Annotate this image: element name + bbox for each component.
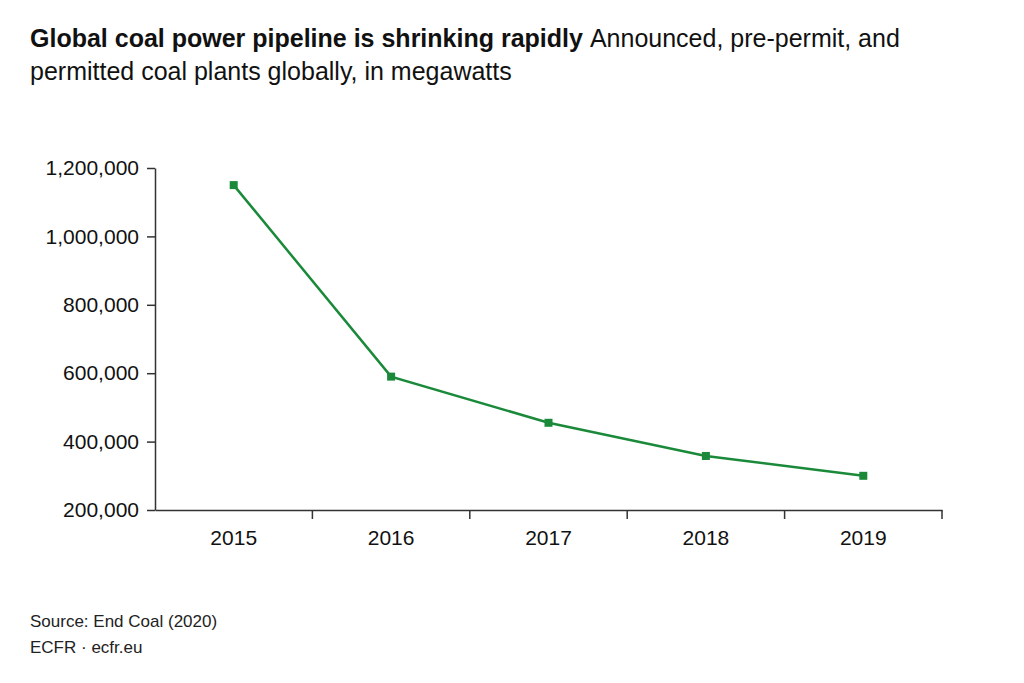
category-separator (312, 510, 314, 519)
x-tick: 2019 (840, 526, 887, 549)
chart: Global coal power pipeline is shrinking … (0, 0, 1024, 683)
category-separator (469, 510, 471, 519)
marker (230, 181, 238, 189)
category-separator (784, 510, 786, 519)
y-tick: 1,000,000 (46, 225, 155, 248)
y-axis: 200,000 400,000 600,000 800,000 1,000,000 1,2… (46, 156, 156, 521)
title: Global coal power pipeline is shrinking … (30, 24, 583, 52)
x-tick: 2015 (210, 526, 257, 549)
source: Source: End Coal (2020) (30, 612, 217, 631)
x-tick: 2018 (683, 526, 730, 549)
x-tick-label: 2016 (368, 526, 415, 549)
y-tick-label: 600,000 (63, 361, 139, 384)
y-axis-line (155, 169, 157, 511)
credit: ECFR · ecfr.eu (30, 638, 142, 657)
y-tick-label: 200,000 (63, 498, 139, 521)
x-tick-label: 2015 (210, 526, 257, 549)
y-tick-mark (147, 373, 155, 375)
x-tick-label: 2019 (840, 526, 887, 549)
x-tick: 2016 (368, 526, 415, 549)
marker (702, 452, 710, 460)
y-tick: 400,000 (63, 430, 155, 453)
y-tick: 600,000 (63, 361, 155, 384)
y-tick-mark (147, 236, 155, 238)
category-separator (941, 510, 943, 519)
y-tick: 200,000 (63, 498, 155, 521)
x-tick-label: 2017 (525, 526, 572, 549)
x-axis: 2015 2016 2017 2018 2019 (156, 511, 943, 549)
marker (859, 472, 867, 480)
y-tick-label: 400,000 (63, 430, 139, 453)
y-tick-mark (147, 441, 155, 443)
y-tick-label: 800,000 (63, 293, 139, 316)
x-tick-label: 2018 (683, 526, 730, 549)
x-axis-line (156, 510, 943, 512)
line (234, 185, 864, 476)
y-tick-label: 1,200,000 (46, 156, 139, 179)
plot-area (230, 181, 868, 480)
y-tick-mark (147, 510, 155, 512)
category-separator (626, 510, 628, 519)
marker (545, 419, 553, 427)
y-tick: 800,000 (63, 293, 155, 316)
y-tick-label: 1,000,000 (46, 225, 139, 248)
x-tick: 2017 (525, 526, 572, 549)
y-tick-mark (147, 305, 155, 307)
y-tick: 1,200,000 (46, 156, 155, 179)
y-tick-mark (147, 168, 155, 170)
subtitle: Announced, pre-permit, andpermitted coal… (30, 24, 900, 85)
marker (387, 373, 395, 381)
